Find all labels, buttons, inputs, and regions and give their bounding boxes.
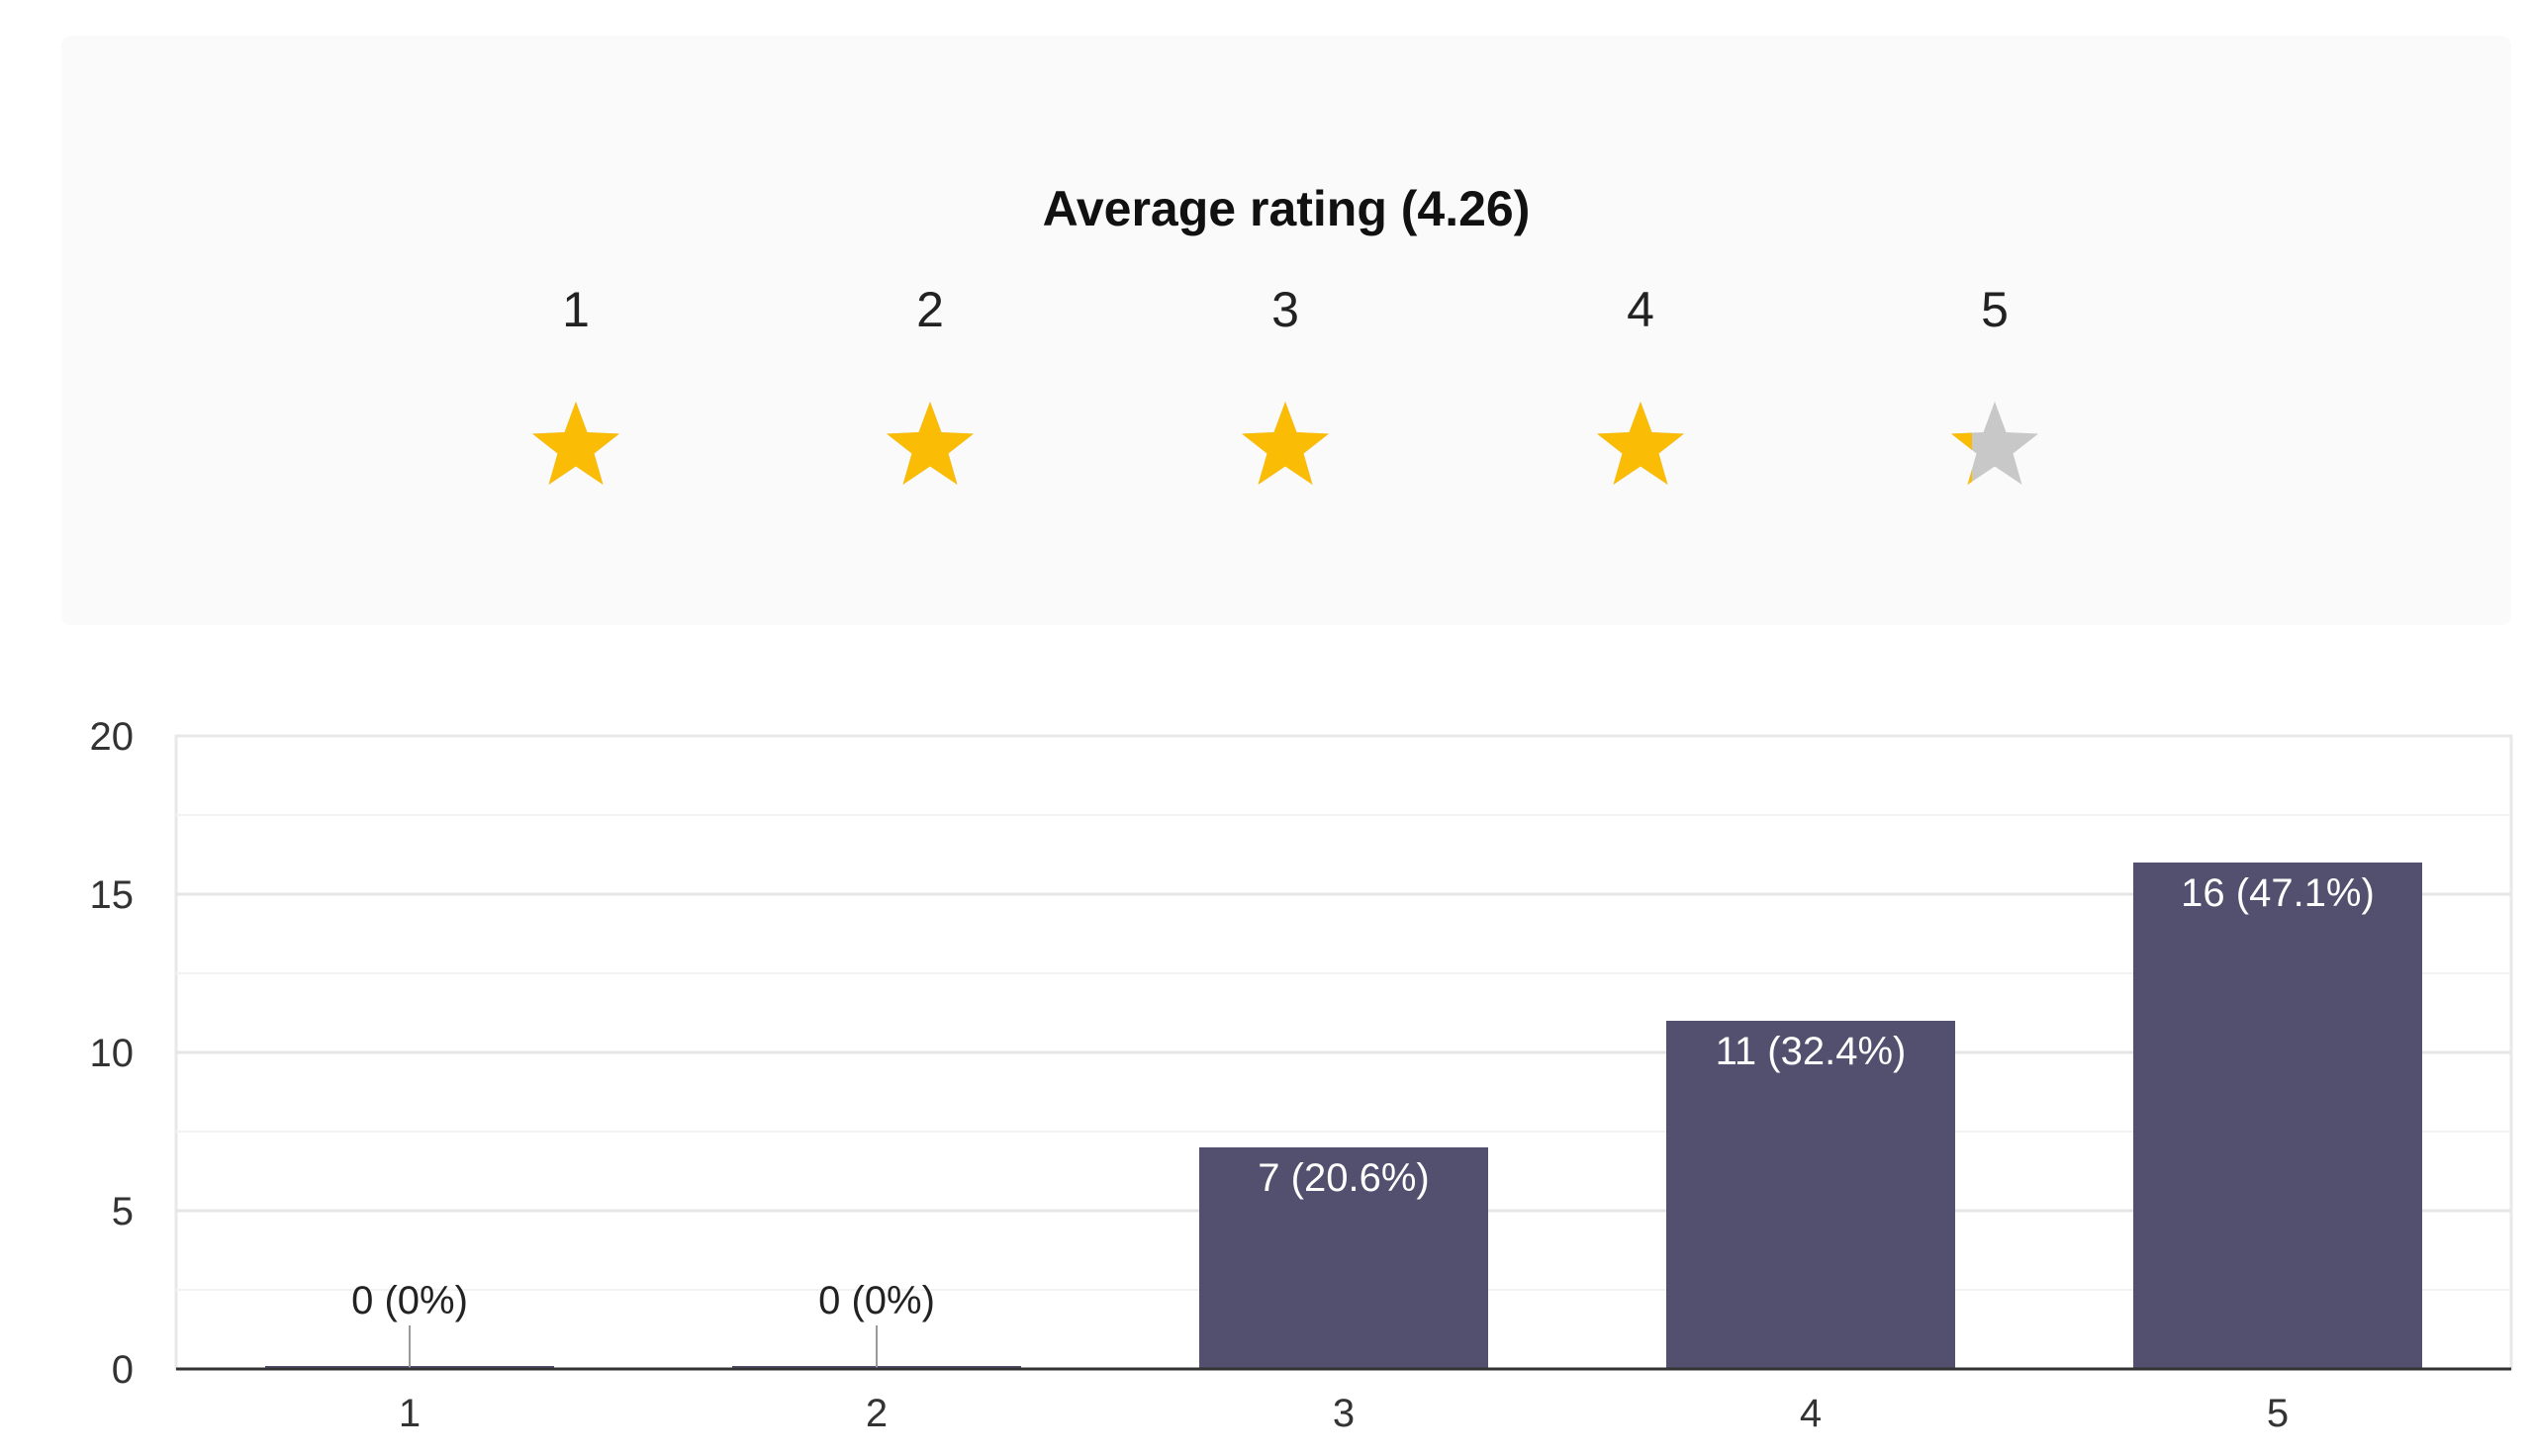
bar	[2133, 863, 2422, 1369]
average-rating-card: Average rating (4.26) 1 2 3 4 5	[61, 36, 2511, 625]
x-tick-label: 2	[866, 1392, 888, 1435]
rating-bar-chart: 0 5 10 15 20 0 (0%) 1 0 (0%) 2 7 (20.6%) 3 11 (32.4…	[90, 715, 2513, 1435]
star-number-label: 2	[916, 282, 944, 337]
bar	[1199, 1147, 1488, 1369]
star-column-5: 5	[1906, 281, 2084, 485]
star-column-1: 1	[487, 281, 665, 485]
star-column-4: 4	[1551, 281, 1730, 485]
x-tick-label: 4	[1800, 1392, 1822, 1435]
star-number-label: 4	[1627, 282, 1654, 337]
bar-data-label: 0 (0%)	[351, 1279, 468, 1322]
y-tick-label: 20	[90, 715, 135, 759]
bar-data-label: 11 (32.4%)	[1716, 1030, 1907, 1073]
y-tick-label: 0	[112, 1348, 134, 1392]
x-tick-label: 5	[2267, 1392, 2289, 1435]
bar-data-label: 16 (47.1%)	[2181, 871, 2375, 915]
average-rating-title: Average rating (4.26)	[1042, 181, 1531, 236]
star-number-label: 3	[1271, 282, 1299, 337]
star-icon	[1597, 402, 1684, 485]
bar-data-label: 0 (0%)	[818, 1279, 935, 1322]
y-tick-label: 5	[112, 1190, 134, 1233]
x-tick-label: 1	[399, 1392, 421, 1435]
y-tick-label: 10	[90, 1032, 135, 1075]
bar	[1666, 1021, 1955, 1369]
star-column-3: 3	[1196, 281, 1374, 485]
y-tick-label: 15	[90, 873, 135, 917]
star-icon	[532, 402, 619, 485]
x-tick-label: 3	[1333, 1392, 1355, 1435]
star-number-label: 5	[1981, 282, 2009, 337]
star-column-2: 2	[841, 281, 1019, 485]
star-number-label: 1	[562, 282, 590, 337]
star-icon	[1242, 402, 1329, 485]
bar-data-label: 7 (20.6%)	[1258, 1156, 1429, 1200]
star-icon	[887, 402, 974, 485]
star-icon	[1951, 402, 2038, 485]
